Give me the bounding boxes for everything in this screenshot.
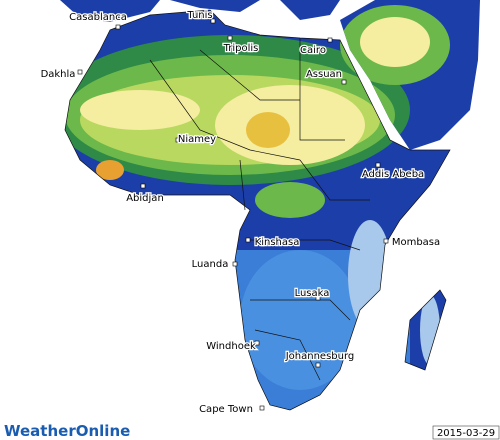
city-marker bbox=[140, 183, 146, 189]
date: 2015-03-29 bbox=[437, 428, 495, 439]
city-label: Addis Abeba bbox=[362, 169, 424, 180]
city-marker bbox=[383, 238, 389, 244]
city-marker bbox=[232, 261, 238, 267]
city-label: Tunis bbox=[186, 10, 212, 21]
city-label: Cape Town bbox=[199, 404, 253, 415]
city-label: Windhoek bbox=[206, 341, 256, 352]
city-label: Casablanca bbox=[69, 12, 127, 23]
city-marker bbox=[254, 340, 260, 346]
city-label: Johannesburg bbox=[285, 351, 355, 362]
city-label: Cairo bbox=[300, 45, 326, 56]
city-label: Kinshasa bbox=[255, 237, 300, 248]
city-marker bbox=[210, 18, 216, 24]
city-marker bbox=[175, 137, 181, 143]
borders bbox=[64, 9, 451, 411]
city-marker bbox=[375, 162, 381, 168]
city-label: Abidjan bbox=[126, 193, 164, 204]
city-marker bbox=[327, 37, 333, 43]
date-box bbox=[432, 425, 500, 440]
city-label: Dakhla bbox=[41, 69, 76, 80]
city-marker bbox=[259, 405, 265, 411]
city-label: Tripolis bbox=[223, 43, 259, 54]
city-marker bbox=[227, 35, 233, 41]
city-layer: Casablanca Tunis Tripolis Cairo Dakhla Assuan… bbox=[39, 9, 441, 417]
city-label: Mombasa bbox=[392, 237, 440, 248]
logo-box bbox=[0, 421, 122, 440]
city-marker bbox=[341, 79, 347, 85]
city-label: Niamey bbox=[178, 134, 216, 145]
city-marker bbox=[115, 24, 121, 30]
city-marker bbox=[315, 295, 321, 301]
city-label: Lusaka bbox=[295, 288, 330, 299]
city-label: Assuan bbox=[306, 69, 342, 80]
city-marker bbox=[77, 69, 83, 75]
logo: WeatherOnline bbox=[4, 422, 130, 440]
city-marker bbox=[315, 362, 321, 368]
city-marker bbox=[245, 237, 251, 243]
city-label: Luanda bbox=[192, 259, 229, 270]
